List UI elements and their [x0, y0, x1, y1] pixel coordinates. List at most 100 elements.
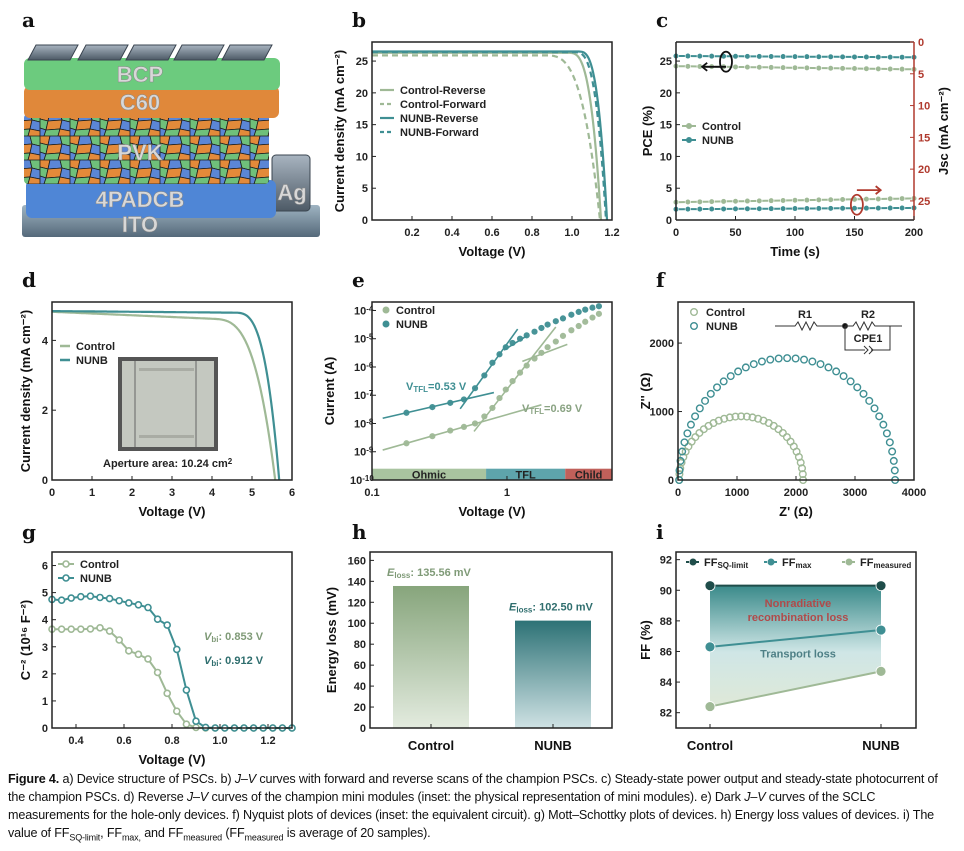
- data-point: [695, 428, 704, 437]
- y-axis-label: FF (%): [638, 620, 653, 660]
- panel-letter-c: c: [656, 8, 669, 32]
- x-category-label: Control: [687, 738, 733, 753]
- data-point: [675, 470, 684, 479]
- y-tick-label: 86: [660, 646, 672, 658]
- plot-frame: [675, 551, 917, 729]
- vtfl-annotation-control: VTFL=0.69 V: [522, 403, 583, 416]
- inset-strip: [139, 435, 194, 438]
- data-point: [875, 53, 882, 61]
- data-point: [780, 64, 787, 71]
- data-point: [899, 66, 906, 73]
- data-point: [744, 64, 751, 71]
- data-point: [783, 354, 792, 363]
- data-point: [827, 53, 834, 60]
- inset-strip: [139, 368, 194, 371]
- legend-marker: [686, 137, 692, 143]
- data-point: [757, 357, 766, 366]
- data-point: [803, 197, 810, 204]
- caption-segment: V: [199, 790, 209, 804]
- data-point: [865, 396, 874, 405]
- data-point: [863, 65, 870, 72]
- caption-segment: , FF: [100, 826, 122, 840]
- panel-letter-f: f: [656, 268, 665, 292]
- bar-control: [393, 585, 469, 728]
- y-tick-label: 160: [348, 555, 366, 567]
- data-point: [899, 204, 906, 212]
- label-bcp: BCP: [117, 62, 163, 87]
- y-tick-label: 20: [356, 88, 368, 100]
- data-point: [756, 64, 763, 71]
- ohmic-fit-line: [382, 391, 495, 420]
- x-tick-label: 1.0: [564, 227, 579, 239]
- vbi-annotation-control: Vbi: 0.853 V: [204, 631, 264, 644]
- y-tick-label-part: 10: [354, 447, 366, 459]
- data-point: [839, 196, 846, 203]
- caption-segment: curves with forward and reverse scans of…: [8, 772, 938, 804]
- module-photo-inset: [118, 357, 218, 451]
- data-point: [684, 63, 692, 70]
- data-point: [543, 320, 552, 329]
- tfl-fit-line: [473, 326, 557, 432]
- data-point: [720, 198, 727, 205]
- data-point: [863, 196, 870, 203]
- data-point: [815, 196, 822, 204]
- y-tick-label-part: -5: [366, 333, 374, 342]
- data-point: [57, 625, 66, 633]
- caption-segment: measured: [244, 832, 284, 843]
- y-tick-label: 3: [42, 642, 48, 654]
- vbi-annotation-nunb-part: : 0.912 V: [218, 655, 263, 667]
- data-point: [713, 383, 722, 392]
- x-tick-label: 6: [289, 487, 295, 499]
- series-line-max: [709, 629, 882, 648]
- data-point: [678, 447, 687, 456]
- annotation-recombination-loss: recombination loss: [748, 612, 849, 624]
- tfl-fit-line: [459, 328, 519, 410]
- y-right-tick-label: 0: [918, 37, 924, 49]
- panel-letter-b: b: [352, 8, 366, 32]
- y-tick-label: 2: [42, 669, 48, 681]
- caption-segment: (FF: [222, 826, 245, 840]
- data-point: [816, 360, 825, 369]
- data-point: [851, 53, 858, 61]
- caption-segment: is average of 20 samples).: [283, 826, 431, 840]
- data-point: [851, 65, 858, 72]
- label-ito: ITO: [122, 212, 158, 237]
- data-point: [173, 645, 181, 654]
- data-point: [778, 428, 787, 437]
- data-point: [749, 360, 758, 369]
- legend-marker: [382, 320, 390, 328]
- annotation-nonradiative: Nonradiative: [765, 598, 832, 610]
- data-point: [691, 412, 700, 421]
- data-point: [67, 625, 75, 633]
- inset-caption-part: 2: [228, 457, 233, 466]
- data-point: [774, 354, 783, 363]
- data-point: [134, 650, 143, 659]
- data-point: [870, 404, 879, 413]
- y-tick-label-part: 10: [354, 418, 366, 430]
- chart-nyquist: Control NUNB R1 R2 CPE1 0 1000 2000 0 1000 2000 300…: [638, 301, 926, 519]
- legend-label: Control: [76, 341, 115, 353]
- legend-marker: [690, 322, 699, 331]
- data-point: [96, 624, 104, 632]
- data-point: [782, 433, 791, 442]
- panel-letter-d: d: [22, 268, 36, 292]
- data-point: [875, 412, 884, 421]
- cpe-branch: [844, 326, 891, 351]
- data-point: [581, 317, 590, 326]
- data-point: [815, 64, 822, 72]
- caption-segment: measured: [183, 832, 223, 843]
- y-tick-label-part: 10: [354, 390, 366, 402]
- data-point: [163, 621, 171, 629]
- y-axis-label: Current density (mA cm⁻²): [18, 310, 33, 472]
- legend-label: Control: [396, 305, 435, 317]
- data-point: [105, 594, 114, 603]
- y-tick-label-part: 10: [354, 305, 366, 317]
- caption-segment: –: [193, 790, 200, 804]
- y-axis-label: C⁻² (10¹⁶ F⁻²): [18, 600, 33, 680]
- y-tick-label: 140: [348, 576, 366, 588]
- data-point: [680, 438, 689, 447]
- data-point: [780, 53, 787, 60]
- x-tick-label: 1: [504, 487, 510, 499]
- bar-data-label-part: loss: [516, 606, 533, 615]
